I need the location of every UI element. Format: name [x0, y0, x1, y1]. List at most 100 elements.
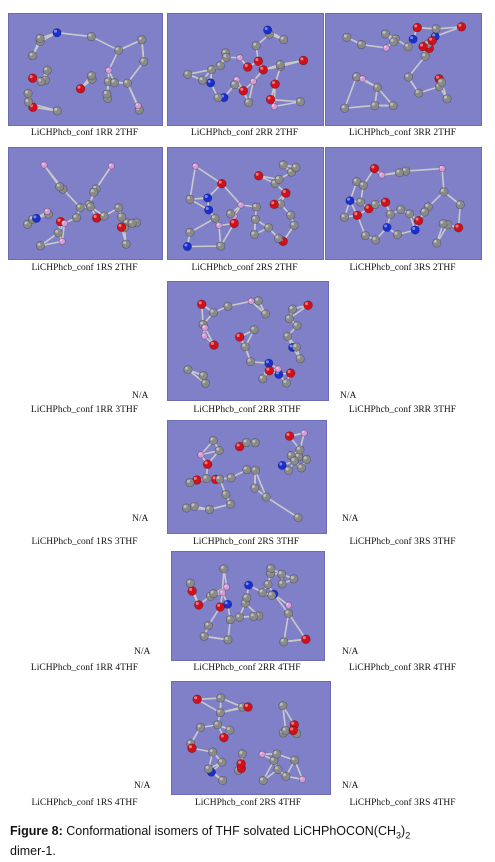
atom — [244, 580, 254, 590]
atom-highlight — [458, 23, 462, 27]
atom — [22, 219, 32, 229]
atom-highlight — [103, 91, 107, 94]
atom-highlight — [405, 74, 409, 78]
atom-highlight — [286, 432, 290, 437]
atom-highlight — [275, 766, 278, 770]
atom-highlight — [243, 439, 247, 443]
atom-highlight — [212, 476, 216, 480]
atom-highlight — [219, 777, 223, 781]
atom — [122, 78, 132, 88]
atom-highlight — [272, 180, 276, 184]
atom-highlight — [353, 73, 357, 77]
caption-text: Conformational isomers of THF solvated L… — [66, 824, 397, 838]
atom-highlight — [109, 163, 112, 166]
atom-highlight — [433, 25, 437, 29]
molecule-svg — [182, 429, 312, 523]
molecule-svg — [182, 160, 301, 252]
atom-highlight — [278, 571, 282, 575]
atom-highlight — [226, 727, 230, 731]
atom-highlight — [62, 221, 65, 224]
atom — [182, 503, 192, 513]
atom — [359, 75, 367, 83]
atom-highlight — [205, 765, 209, 769]
atom — [55, 182, 65, 192]
atom — [40, 161, 48, 169]
atom-highlight — [341, 214, 345, 218]
atom — [213, 93, 223, 103]
atom-highlight — [239, 750, 243, 754]
atom-highlight — [88, 72, 92, 76]
molecule-svg — [183, 25, 309, 111]
atom — [216, 241, 226, 251]
atom-highlight — [296, 446, 300, 450]
atom-highlight — [283, 379, 287, 383]
atom — [272, 749, 282, 759]
atom-highlight — [224, 636, 228, 640]
atom — [194, 600, 204, 610]
label-2rr-3thf: LiCHPhcb_conf 2RR 3THF — [193, 405, 301, 415]
atom-highlight — [198, 452, 201, 455]
atom-highlight — [227, 501, 231, 505]
atom-highlight — [288, 169, 292, 173]
atom — [298, 55, 309, 66]
atom-highlight — [275, 235, 279, 239]
atom-highlight — [54, 29, 57, 33]
atom-highlight — [266, 367, 270, 371]
atom-highlight — [252, 439, 256, 443]
atom-highlight — [118, 214, 122, 217]
atom — [191, 162, 199, 170]
atom-highlight — [265, 224, 269, 228]
label-3rr-2thf: LiCHPhcb_conf 3RR 2THF — [348, 128, 457, 138]
atom-highlight — [56, 183, 60, 187]
atom — [300, 429, 308, 437]
atom — [86, 202, 96, 212]
atom-highlight — [227, 616, 231, 620]
atom — [99, 211, 109, 221]
atom-highlight — [198, 301, 202, 305]
label-2rs-4thf: LiCHPhcb_conf 2RS 4THF — [194, 798, 302, 808]
atom-highlight — [205, 622, 209, 626]
atom-highlight — [77, 204, 81, 208]
atom-highlight — [275, 371, 279, 375]
atom-highlight — [251, 485, 255, 489]
atom — [187, 586, 197, 596]
atom — [215, 708, 225, 718]
atom — [291, 162, 301, 172]
label-3rs-4thf: LiCHPhcb_conf 3RS 4THF — [349, 798, 456, 808]
atom — [221, 52, 231, 62]
figure-caption: Figure 8: Conformational isomers of THF … — [10, 824, 480, 859]
label-3rs-3thf: LiCHPhcb_conf 3RS 3THF — [349, 537, 456, 547]
atom-highlight — [271, 81, 276, 85]
atom-highlight — [263, 494, 267, 497]
atom — [243, 62, 253, 72]
molecule-image-2rr-3thf — [167, 281, 329, 401]
atom — [207, 65, 217, 75]
atom-highlight — [202, 380, 206, 384]
atom — [372, 83, 382, 93]
atom — [139, 57, 149, 67]
atom — [410, 225, 420, 235]
atom — [52, 106, 62, 116]
atom-highlight — [41, 162, 45, 165]
atom-highlight — [260, 777, 264, 781]
bond — [434, 26, 462, 38]
caption-sub-2: 2 — [405, 830, 411, 841]
atom — [185, 194, 195, 204]
label-2rr-4thf: LiCHPhcb_conf 2RR 4THF — [193, 663, 301, 673]
na-1rs-3thf: N/A — [132, 514, 149, 524]
atom-highlight — [44, 67, 48, 71]
caption-mid: ) — [401, 824, 406, 838]
atom — [223, 583, 231, 591]
atom-highlight — [280, 638, 284, 642]
atom-highlight — [358, 41, 362, 45]
atom-highlight — [415, 90, 419, 94]
atom-highlight — [236, 443, 240, 447]
atom — [208, 747, 218, 757]
bond — [196, 698, 221, 714]
atom — [414, 88, 424, 98]
atom-highlight — [201, 633, 205, 637]
bond — [287, 613, 307, 640]
atom-highlight — [285, 610, 289, 614]
atom — [289, 220, 299, 230]
bond — [270, 98, 301, 103]
